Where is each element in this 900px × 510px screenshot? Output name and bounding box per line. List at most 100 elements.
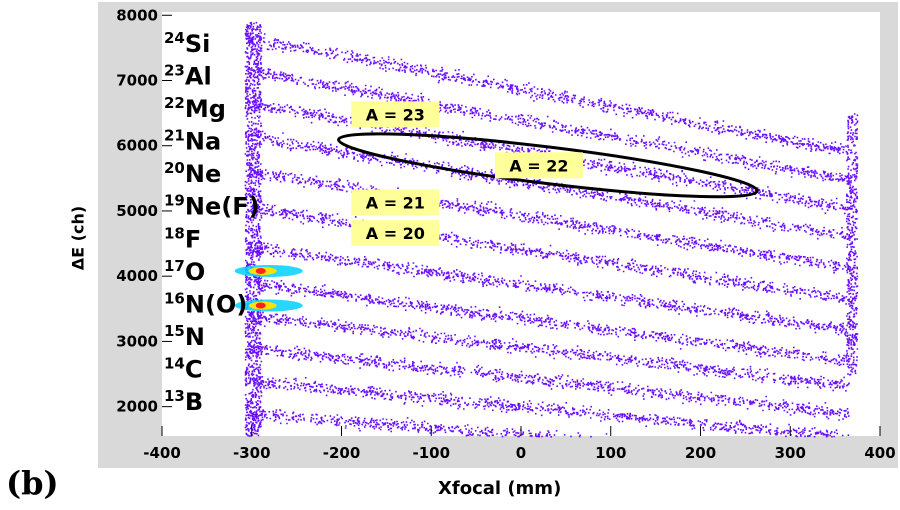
annotation-text: A = 22 (509, 156, 568, 175)
annotation-text: A = 20 (366, 224, 425, 243)
band-24-Si (247, 32, 849, 159)
isotope-mass: 18 (164, 224, 185, 242)
annotation-bg (494, 152, 583, 179)
band-dots (248, 343, 850, 421)
isotope-symbol: B (185, 388, 203, 416)
x-axis-ticks: -400 -300 -200 -100 0 100 200 300 400 (143, 426, 896, 462)
edge-dots (244, 21, 263, 437)
annotation-box: A = 20 (351, 220, 440, 247)
isotope-label: 20Ne (164, 159, 221, 188)
x-tick-label: 0 (516, 444, 526, 462)
isotope-label: 14C (164, 354, 203, 383)
isotope-symbol: C (185, 355, 203, 383)
x-tick-label: -300 (233, 444, 271, 462)
right-edge-dots (846, 113, 859, 376)
annotation-box: A = 22 (494, 152, 583, 179)
isotope-mass: 16 (164, 289, 185, 307)
y-tick-label: 8000 (116, 6, 158, 24)
band-15-N (248, 343, 850, 421)
y-tick-label: 3000 (116, 332, 158, 350)
band-22-Mg (247, 99, 848, 215)
isotope-symbol: N (185, 323, 205, 351)
isotope-mass: 23 (164, 62, 185, 80)
band-14-C (249, 375, 850, 438)
isotope-mass: 14 (164, 354, 185, 372)
hotspot (234, 264, 303, 277)
annotation-box: A = 21 (351, 189, 440, 216)
isotope-symbol: Ne(F) (185, 193, 260, 221)
annotation-bg (351, 189, 440, 216)
band-dots (247, 242, 851, 337)
band-16-NO (248, 311, 850, 392)
isotope-label: 23Al (164, 62, 212, 91)
y-tick-label: 4000 (116, 267, 158, 285)
isotope-mass: 19 (164, 192, 185, 210)
y-tick-label: 2000 (116, 398, 158, 416)
isotope-mass: 15 (164, 322, 185, 340)
hotspot-core (255, 302, 266, 309)
annotation-bg (351, 220, 440, 247)
y-axis-ticks: 2000 3000 4000 5000 6000 7000 8000 (116, 6, 172, 416)
band-17-O (247, 277, 850, 366)
isotope-symbol: Ne (185, 160, 221, 188)
selection-ellipse (337, 132, 759, 199)
plot-area (162, 12, 880, 436)
annotation-box: A = 23 (351, 101, 440, 128)
y-axis-label: ΔE (ch) (68, 205, 88, 271)
isotope-label: 13B (164, 387, 203, 416)
isotope-symbol: N(O) (185, 290, 247, 318)
band-dots (247, 277, 850, 366)
isotope-label: 21Na (164, 127, 221, 156)
isotope-label: 19Ne(F) (164, 192, 260, 221)
x-tick-label: 400 (864, 444, 895, 462)
isotope-symbol: F (185, 225, 201, 253)
band-dots (247, 202, 851, 305)
mass-annotations: A = 23 A = 22 A = 21 A = 20 (351, 101, 583, 247)
isotope-symbol: O (185, 258, 205, 286)
isotope-label: 17O (164, 257, 205, 286)
isotope-label: 24Si (164, 29, 210, 58)
isotope-label: 15N (164, 322, 205, 351)
panel-label: (b) (6, 464, 59, 502)
isotope-label: 16N(O) (164, 289, 247, 318)
isotope-mass: 22 (164, 94, 185, 112)
x-tick-label: 300 (775, 444, 806, 462)
isotope-labels: 24Si23Al22Mg21Na20Ne19Ne(F)18F17O16N(O)1… (164, 29, 260, 416)
band-19-NeF (247, 202, 851, 305)
isotope-mass: 21 (164, 127, 185, 145)
x-tick-label: 100 (595, 444, 626, 462)
isotope-mass: 24 (164, 29, 185, 47)
isotope-mass: 20 (164, 159, 185, 177)
y-tick-label: 5000 (116, 202, 158, 220)
left-edge-strip (244, 21, 859, 437)
hotspots (234, 264, 303, 312)
x-tick-label: -400 (143, 444, 181, 462)
annotation-bg (351, 101, 440, 128)
annotation-text: A = 23 (366, 105, 425, 124)
band-dots (247, 99, 848, 215)
band-13-B (247, 406, 608, 438)
band-dots (247, 406, 608, 438)
band-dots (248, 311, 850, 392)
hotspot-core (255, 267, 266, 274)
band-18-F (247, 242, 851, 337)
y-tick-label: 6000 (116, 137, 158, 155)
isotope-symbol: Na (185, 128, 221, 156)
x-tick-label: -200 (323, 444, 361, 462)
band-dots (249, 375, 850, 438)
hotspot (234, 299, 303, 312)
isotope-label: 18F (164, 224, 201, 253)
isotope-symbol: Si (185, 30, 211, 58)
x-axis-label: Xfocal (mm) (438, 478, 562, 499)
y-tick-label: 7000 (116, 71, 158, 89)
band-dots (247, 32, 849, 159)
x-tick-label: -100 (412, 444, 450, 462)
isotope-mass: 17 (164, 257, 185, 275)
isotope-label: 22Mg (164, 94, 226, 123)
isotope-mass: 13 (164, 387, 185, 405)
x-tick-label: 200 (685, 444, 716, 462)
isotope-symbol: Mg (185, 95, 226, 123)
annotation-text: A = 21 (366, 193, 425, 212)
isotope-symbol: Al (185, 63, 212, 91)
